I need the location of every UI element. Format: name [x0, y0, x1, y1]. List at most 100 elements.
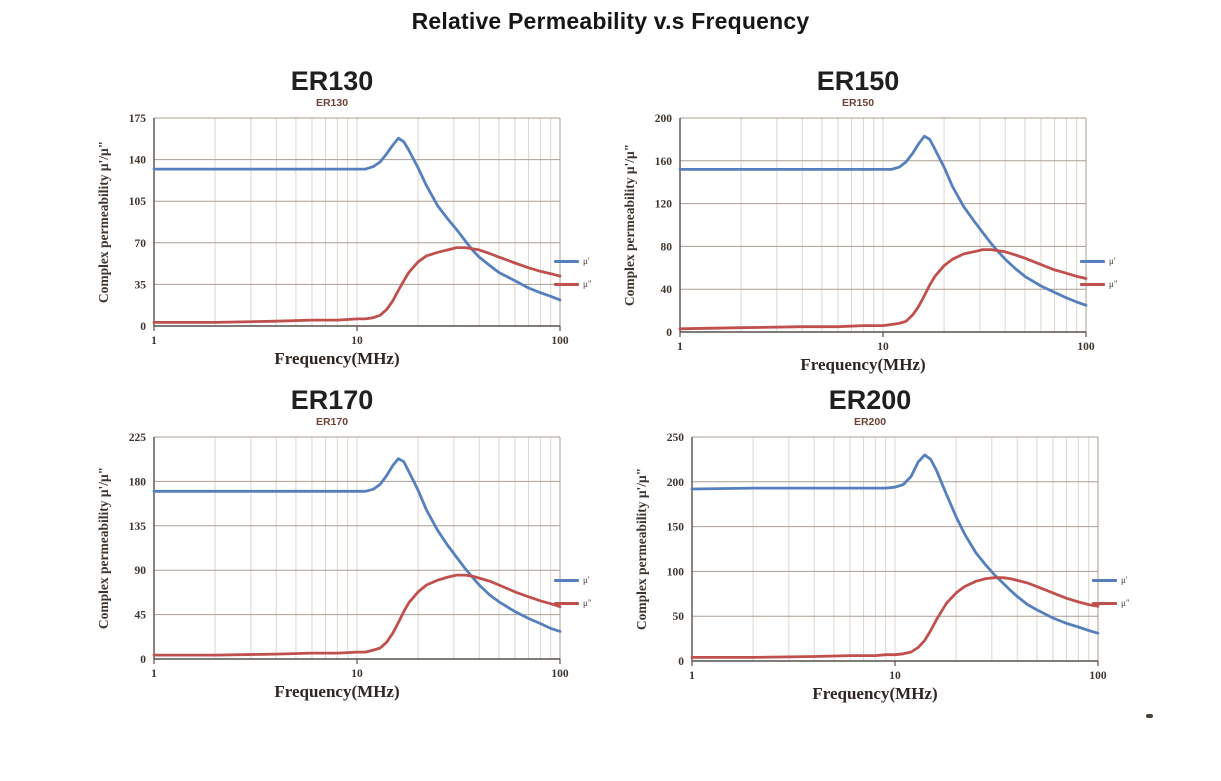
chart-title: ER200: [828, 385, 912, 415]
mu-prime-curve: [152, 136, 562, 302]
x-tick-label: 100: [1077, 341, 1095, 353]
y-tick-label: 225: [129, 432, 147, 444]
x-axis-title: Frequency(MHz): [800, 355, 925, 374]
chart-inner-title: ER150: [841, 97, 875, 109]
legend: μ' μ": [1080, 256, 1118, 289]
x-axis-title: Frequency(MHz): [812, 684, 937, 703]
y-tick-label: 80: [661, 241, 673, 253]
mu-double-prime-line-icon: [1092, 601, 1117, 605]
y-tick-label: 200: [667, 477, 685, 489]
mu-prime-curve: [690, 453, 1100, 635]
y-axis-title: Complex permeability μ'/μ": [96, 467, 111, 629]
plot-area-wrap: 04590135180225110100(MHz)Frequency(MHz)C…: [92, 429, 592, 705]
plot-er170: 04590135180225110100(MHz)Frequency(MHz)C…: [96, 432, 569, 701]
y-tick-label: 135: [129, 521, 147, 533]
legend-label-mu-prime: μ': [583, 575, 590, 585]
mu-double-prime-curve: [690, 576, 1100, 659]
y-tick-label: 35: [135, 279, 147, 291]
y-tick-label: 50: [673, 611, 685, 623]
x-tick-label: 1: [677, 341, 683, 353]
mu-double-prime-curve: [678, 248, 1088, 331]
x-tick-label: 1: [151, 335, 157, 347]
y-tick-label: 100: [667, 566, 685, 578]
legend-item-mu-prime: μ': [1092, 575, 1130, 585]
legend-label-mu-prime: μ': [583, 256, 590, 266]
chart-er200: ER200 ER200 050100150200250110100(MHz)Fr…: [630, 385, 1130, 707]
legend-item-mu-prime: μ': [554, 575, 592, 585]
legend-label-mu-double-prime: μ": [1121, 598, 1130, 608]
mu-prime-line-icon: [1092, 578, 1117, 582]
x-tick-label: 100: [1089, 670, 1107, 682]
chart-title: ER130: [290, 66, 374, 96]
y-tick-label: 0: [140, 654, 146, 666]
chart-inner-title: ER200: [853, 416, 887, 428]
y-tick-label: 150: [667, 522, 685, 534]
chart-inner-title: ER170: [315, 416, 349, 428]
y-tick-label: 180: [129, 476, 147, 488]
page-title: Relative Permeability v.s Frequency: [411, 8, 810, 34]
y-tick-label: 175: [129, 113, 147, 125]
legend-item-mu-double-prime: μ": [554, 279, 592, 289]
mu-prime-line-icon: [554, 578, 579, 582]
legend-label-mu-prime: μ': [1109, 256, 1116, 266]
mu-double-prime-curve: [152, 246, 562, 324]
y-tick-label: 0: [678, 656, 684, 668]
x-tick-label: 100: [551, 335, 569, 347]
mu-prime-curve: [152, 457, 562, 633]
chart-inner-title: ER130: [315, 97, 349, 109]
mu-double-prime-line-icon: [1080, 282, 1105, 286]
mu-prime-line-icon: [554, 259, 579, 263]
legend-item-mu-double-prime: μ": [554, 598, 592, 608]
chart-er130: ER130 ER130 03570105140175110100(MHz)Fre…: [92, 66, 592, 372]
x-tick-label: 100: [551, 668, 569, 680]
plot-area-wrap: 04080120160200110100(MHz)Frequency(MHz)C…: [618, 110, 1118, 378]
x-axis-title: Frequency(MHz): [274, 682, 399, 701]
mu-double-prime-line-icon: [554, 601, 579, 605]
y-tick-label: 70: [135, 238, 147, 250]
legend-label-mu-double-prime: μ": [583, 598, 592, 608]
y-axis-title: Complex permeability μ'/μ": [634, 468, 649, 630]
y-tick-label: 0: [140, 321, 146, 333]
y-tick-label: 105: [129, 196, 147, 208]
y-axis-title: Complex permeability μ'/μ": [622, 144, 637, 306]
y-tick-label: 200: [655, 113, 673, 125]
stray-dot-artifact: [1146, 714, 1153, 718]
legend: μ' μ": [554, 575, 592, 608]
legend-label-mu-double-prime: μ": [583, 279, 592, 289]
x-tick-label: 10: [351, 335, 363, 347]
y-tick-label: 120: [655, 199, 673, 211]
y-tick-label: 45: [135, 610, 147, 622]
x-tick-label: 10: [877, 341, 889, 353]
x-axis-title: Frequency(MHz): [274, 349, 399, 368]
legend-label-mu-double-prime: μ": [1109, 279, 1118, 289]
legend-item-mu-prime: μ': [1080, 256, 1118, 266]
x-tick-label: 1: [151, 668, 157, 680]
y-tick-label: 0: [666, 327, 672, 339]
chart-title: ER150: [816, 66, 900, 96]
legend: μ' μ": [1092, 575, 1130, 608]
mu-double-prime-curve: [152, 573, 562, 657]
plot-er200: 050100150200250110100(MHz)Frequency(MHz)…: [634, 432, 1107, 703]
plot-er150: 04080120160200110100(MHz)Frequency(MHz)C…: [622, 113, 1095, 374]
mu-double-prime-line-icon: [554, 282, 579, 286]
legend-item-mu-double-prime: μ": [1080, 279, 1118, 289]
legend-item-mu-double-prime: μ": [1092, 598, 1130, 608]
y-axis-title: Complex permeability μ'/μ": [96, 141, 111, 303]
mu-prime-curve: [678, 134, 1088, 307]
chart-er150: ER150 ER150 04080120160200110100(MHz)Fre…: [618, 66, 1118, 378]
plot-area-wrap: 03570105140175110100(MHz)Frequency(MHz)C…: [92, 110, 592, 372]
legend-item-mu-prime: μ': [554, 256, 592, 266]
chart-title: ER170: [290, 385, 374, 415]
chart-er170: ER170 ER170 04590135180225110100(MHz)Fre…: [92, 385, 592, 705]
y-tick-label: 90: [135, 565, 147, 577]
plot-er130: 03570105140175110100(MHz)Frequency(MHz)C…: [96, 113, 569, 368]
y-tick-label: 40: [661, 284, 673, 296]
plot-area-wrap: 050100150200250110100(MHz)Frequency(MHz)…: [630, 429, 1130, 707]
y-tick-label: 140: [129, 155, 147, 167]
y-tick-label: 250: [667, 432, 685, 444]
x-tick-label: 10: [889, 670, 901, 682]
legend: μ' μ": [554, 256, 592, 289]
y-tick-label: 160: [655, 156, 673, 168]
mu-prime-line-icon: [1080, 259, 1105, 263]
x-tick-label: 1: [689, 670, 695, 682]
